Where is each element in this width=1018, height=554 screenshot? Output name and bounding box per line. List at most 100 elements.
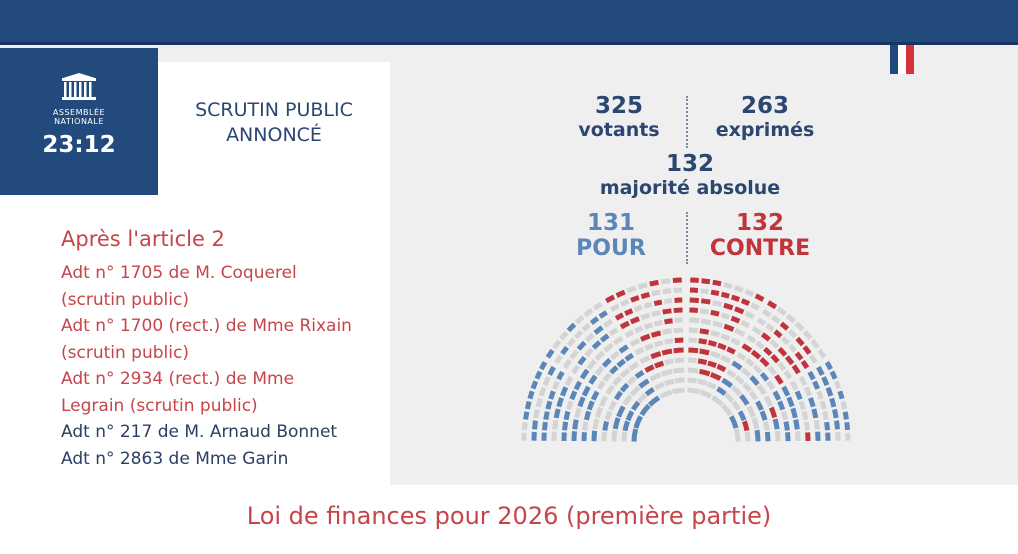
seat-segment <box>594 365 605 376</box>
seat-segment <box>774 374 784 385</box>
seat-segment <box>744 310 755 320</box>
seat-segment <box>737 410 747 422</box>
seat-segment <box>594 406 604 419</box>
seat-segment <box>794 390 803 401</box>
seat-segment <box>776 306 787 316</box>
seat-segment <box>709 372 722 381</box>
seat-segment <box>608 327 619 337</box>
seat-segment <box>712 279 722 287</box>
seat-segment <box>660 368 673 377</box>
seat-segment <box>699 368 711 377</box>
seat-segment <box>653 340 664 348</box>
seat-segment <box>584 332 595 343</box>
seat-segment <box>534 370 543 380</box>
seat-segment <box>808 354 818 364</box>
seat-segment <box>612 335 624 346</box>
seat-segment <box>619 368 631 379</box>
agenda-item: (scrutin public) <box>61 342 189 363</box>
seat-segment <box>579 368 590 380</box>
seat-segment <box>795 336 805 347</box>
seat-segment <box>664 378 675 387</box>
seat-segment <box>810 338 820 350</box>
seat-segment <box>733 285 744 293</box>
seat-segment <box>673 347 684 354</box>
seat-segment <box>716 363 727 373</box>
seat-segment <box>819 400 827 410</box>
seat-segment <box>647 395 661 407</box>
seat-segment <box>603 342 614 353</box>
seat-segment <box>615 289 626 298</box>
seat-segment <box>768 406 778 419</box>
seat-segment <box>748 390 759 401</box>
seat-segment <box>699 389 713 399</box>
seat-segment <box>689 297 700 304</box>
seat-segment <box>566 322 577 333</box>
seat-segment <box>783 421 790 431</box>
seat-segment <box>591 340 602 350</box>
seat-segment <box>720 354 732 364</box>
seat-segment <box>601 357 612 368</box>
seat-segment <box>569 349 579 360</box>
seat-segment <box>661 328 673 335</box>
seat-segment <box>551 380 560 390</box>
seat-segment <box>609 303 620 312</box>
exprimes-count: 263 <box>740 93 789 119</box>
seat-segment <box>794 431 801 442</box>
seat-segment <box>763 395 773 408</box>
seat-segment <box>563 410 571 421</box>
seat-segment <box>650 351 662 360</box>
agenda-panel: Après l'article 2 Adt n° 1705 de M. Coqu… <box>0 195 390 485</box>
seat-segment <box>661 348 673 356</box>
seat-segment <box>759 371 770 382</box>
seat-segment <box>622 420 630 432</box>
seat-segment <box>754 429 761 442</box>
seat-segment <box>764 431 771 442</box>
agenda-item: Adt n° 2934 (rect.) de Mme <box>61 369 295 389</box>
seat-segment <box>643 322 654 330</box>
seat-segment <box>581 385 591 397</box>
seat-segment <box>720 312 731 320</box>
seat-segment <box>571 431 578 442</box>
seat-segment <box>688 347 699 354</box>
seat-segment <box>674 377 685 384</box>
seat-segment <box>840 400 848 410</box>
seat-segment <box>614 312 625 321</box>
seat-segment <box>800 359 810 370</box>
seat-segment <box>742 420 750 432</box>
seat-segment <box>744 431 751 442</box>
seat-segment <box>664 318 673 325</box>
seat-segment <box>837 390 845 400</box>
seat-segment <box>701 278 711 285</box>
seat-segment <box>559 330 569 341</box>
seat-segment <box>754 293 765 302</box>
seat-segment <box>609 365 619 375</box>
seat-segment <box>618 344 629 354</box>
seat-segment <box>542 421 548 431</box>
seat-segment <box>726 346 736 355</box>
seat-segment <box>539 360 548 371</box>
seat-segment <box>622 394 633 406</box>
seat-segment <box>644 387 655 397</box>
seat-segment <box>643 301 653 309</box>
seat-segment <box>687 377 698 384</box>
seat-segment <box>720 333 731 342</box>
seat-segment <box>751 326 762 336</box>
seat-segment <box>639 333 651 342</box>
seat-segment <box>601 431 608 442</box>
seat-segment <box>673 307 683 314</box>
seat-segment <box>756 384 767 396</box>
seat-segment <box>629 316 640 325</box>
seat-segment <box>583 410 592 421</box>
seat-segment <box>699 328 710 335</box>
contre-count: 132 <box>735 210 784 236</box>
seat-segment <box>577 396 586 408</box>
seat-segment <box>803 386 812 397</box>
seat-segment <box>651 289 661 297</box>
agenda-item: Adt n° 2863 de Mme Garin <box>61 448 289 469</box>
seat-segment <box>538 386 547 397</box>
seat-segment <box>720 291 730 299</box>
seat-segment <box>624 329 635 338</box>
seat-segment <box>724 392 735 403</box>
seat-segment <box>630 295 640 303</box>
seat-segment <box>822 411 829 421</box>
